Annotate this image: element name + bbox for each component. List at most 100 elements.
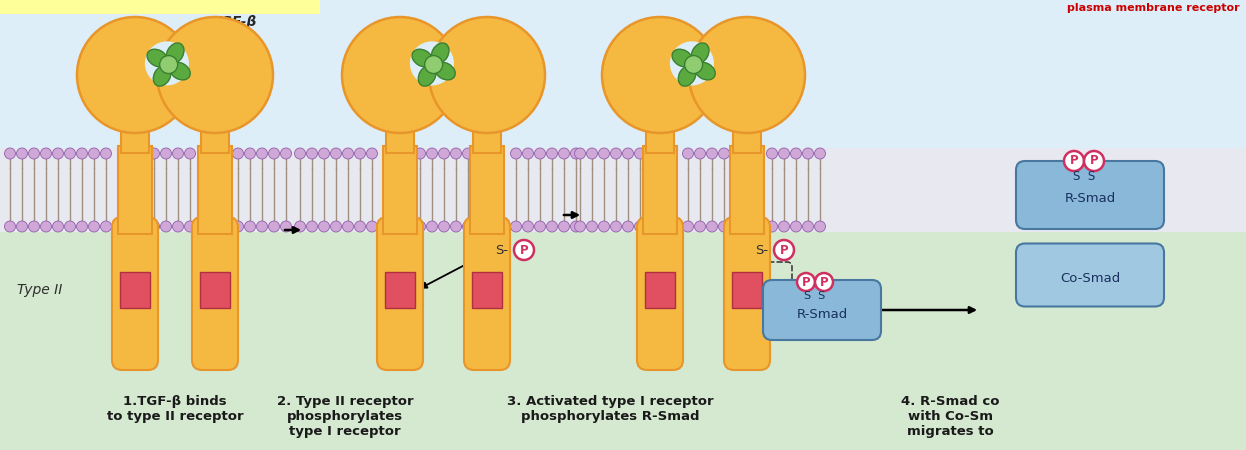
Circle shape — [319, 148, 329, 159]
Circle shape — [683, 221, 694, 232]
Circle shape — [16, 148, 27, 159]
Bar — [385, 272, 415, 308]
Circle shape — [587, 221, 598, 232]
Circle shape — [343, 148, 354, 159]
Bar — [201, 128, 229, 153]
Circle shape — [294, 221, 305, 232]
FancyBboxPatch shape — [378, 217, 422, 370]
Circle shape — [145, 41, 189, 86]
Text: P: P — [801, 275, 810, 288]
Circle shape — [161, 148, 172, 159]
Text: S  S: S S — [805, 291, 826, 301]
Circle shape — [29, 221, 40, 232]
Circle shape — [244, 148, 255, 159]
Circle shape — [5, 221, 15, 232]
Ellipse shape — [678, 66, 697, 86]
Circle shape — [343, 221, 354, 232]
Circle shape — [366, 221, 378, 232]
Circle shape — [598, 148, 609, 159]
Circle shape — [774, 240, 794, 260]
Text: Co-Smad: Co-Smad — [1060, 273, 1120, 285]
Circle shape — [694, 148, 705, 159]
Text: P: P — [820, 275, 829, 288]
Circle shape — [294, 148, 305, 159]
Bar — [645, 272, 675, 308]
Circle shape — [172, 148, 183, 159]
Text: Type II: Type II — [16, 283, 62, 297]
Circle shape — [683, 148, 694, 159]
Bar — [201, 272, 231, 308]
Circle shape — [706, 148, 718, 159]
FancyBboxPatch shape — [464, 217, 510, 370]
Circle shape — [815, 273, 834, 291]
Circle shape — [790, 148, 801, 159]
Circle shape — [148, 148, 159, 159]
Circle shape — [462, 148, 473, 159]
Bar — [731, 272, 763, 308]
Circle shape — [330, 148, 341, 159]
Circle shape — [611, 221, 622, 232]
Bar — [198, 146, 232, 234]
Bar — [470, 146, 503, 234]
Circle shape — [280, 148, 292, 159]
FancyBboxPatch shape — [192, 217, 238, 370]
Circle shape — [101, 221, 111, 232]
Circle shape — [689, 17, 805, 133]
Bar — [730, 146, 764, 234]
Circle shape — [233, 148, 243, 159]
Circle shape — [65, 221, 76, 232]
FancyBboxPatch shape — [724, 217, 770, 370]
Circle shape — [159, 55, 178, 73]
Circle shape — [16, 221, 27, 232]
Circle shape — [587, 148, 598, 159]
Bar — [383, 146, 417, 234]
Circle shape — [670, 41, 714, 86]
Circle shape — [558, 221, 569, 232]
Circle shape — [439, 148, 450, 159]
Circle shape — [268, 221, 279, 232]
Circle shape — [426, 221, 437, 232]
Circle shape — [547, 221, 557, 232]
Circle shape — [515, 240, 535, 260]
Circle shape — [719, 221, 729, 232]
Circle shape — [429, 17, 545, 133]
Circle shape — [574, 148, 586, 159]
Ellipse shape — [412, 49, 432, 67]
Circle shape — [101, 148, 111, 159]
Circle shape — [779, 221, 790, 232]
Circle shape — [462, 221, 473, 232]
Circle shape — [184, 148, 196, 159]
Bar — [733, 128, 761, 153]
Circle shape — [511, 221, 522, 232]
Circle shape — [355, 148, 365, 159]
FancyBboxPatch shape — [0, 0, 320, 14]
Bar — [386, 128, 414, 153]
FancyBboxPatch shape — [1015, 161, 1164, 229]
Circle shape — [161, 221, 172, 232]
Circle shape — [341, 17, 459, 133]
Circle shape — [41, 148, 51, 159]
Bar — [472, 272, 502, 308]
Circle shape — [355, 221, 365, 232]
Ellipse shape — [419, 66, 436, 86]
Circle shape — [602, 17, 718, 133]
Text: plasma membrane receptor: plasma membrane receptor — [1068, 3, 1240, 13]
Circle shape — [330, 221, 341, 232]
Circle shape — [257, 221, 268, 232]
Circle shape — [77, 17, 193, 133]
Circle shape — [425, 55, 442, 73]
Circle shape — [157, 17, 273, 133]
Text: S  S: S S — [1073, 171, 1095, 184]
Circle shape — [815, 148, 826, 159]
Text: 3. Activated type I receptor
phosphorylates R-Smad: 3. Activated type I receptor phosphoryla… — [507, 395, 713, 423]
Bar — [473, 128, 501, 153]
Circle shape — [319, 221, 329, 232]
Circle shape — [522, 221, 533, 232]
Bar — [0, 148, 1246, 232]
Text: R-Smad: R-Smad — [796, 307, 847, 320]
Circle shape — [439, 221, 450, 232]
Circle shape — [598, 221, 609, 232]
Text: S-: S- — [755, 243, 768, 256]
Circle shape — [244, 221, 255, 232]
Circle shape — [41, 221, 51, 232]
